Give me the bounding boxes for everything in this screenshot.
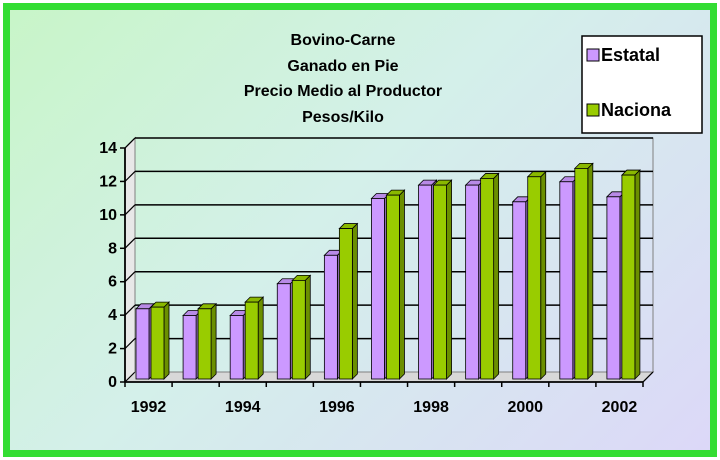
y-tick-labels: 0 2 4 6 8 10 12 14 [99,140,117,391]
y-tick-label: 6 [108,274,117,291]
legend-label-estatal: Estatal [601,45,660,65]
gridline-side [124,237,136,249]
bar-naciona-1994 [244,296,265,380]
gridline-side [124,338,136,349]
x-tick-label: 1994 [225,399,261,416]
y-tick-label: 4 [108,307,117,324]
x-tick-label: 2002 [602,399,638,416]
chart-title-line-3: Precio Medio al Productor [244,83,442,100]
bars [135,162,641,380]
left-wall [124,136,136,384]
chart-frame: 0 2 4 6 8 10 12 14 1992 1994 1996 1998 2000 2002 Bov… [3,3,717,457]
y-tick-label: 14 [99,140,117,157]
gridline-side [124,204,136,216]
chart-title: Bovino-Carne Ganado en Pie Precio Medio … [244,32,442,126]
x-tick-labels: 1992 1994 1996 1998 2000 2002 [131,399,638,416]
chart-title-line-4: Pesos/Kilo [302,109,384,126]
legend-box [581,35,703,134]
x-tick-label: 1996 [319,399,355,416]
x-tick-label: 1992 [131,399,167,416]
y-tick-label: 2 [108,341,117,358]
bar-naciona-1995 [291,274,312,380]
x-tick-label: 1998 [413,399,449,416]
bar-naciona-1999 [479,172,500,380]
bar-naciona-1992 [150,301,170,380]
legend: Estatal Naciona [581,35,703,134]
legend-swatch-naciona [586,103,600,117]
bar-naciona-1993 [197,302,218,380]
chart-title-line-1: Bovino-Carne [291,32,396,49]
y-tick-label: 0 [108,374,117,391]
chart-title-line-2: Ganado en Pie [287,58,398,75]
y-tick-label: 10 [99,207,117,224]
gridline-side [124,137,136,149]
legend-swatch-estatal [586,48,600,62]
bar-naciona-2002 [620,169,641,380]
bar-naciona-2001 [573,162,594,380]
gridline-side [124,304,136,316]
y-tick-label: 12 [99,173,117,190]
gridline-side [124,271,136,283]
legend-label-naciona: Naciona [601,100,672,120]
gridline-side [124,171,136,182]
bar-naciona-1996 [338,222,359,380]
y-tick-label: 8 [108,240,117,257]
bar-chart: 0 2 4 6 8 10 12 14 1992 1994 1996 1998 2000 2002 Bov… [99,32,703,416]
x-tick-label: 2000 [507,399,543,416]
bar-naciona-2000 [526,170,547,380]
axes [120,147,654,387]
bar-naciona-1997 [385,189,406,380]
bar-naciona-1998 [432,179,453,380]
